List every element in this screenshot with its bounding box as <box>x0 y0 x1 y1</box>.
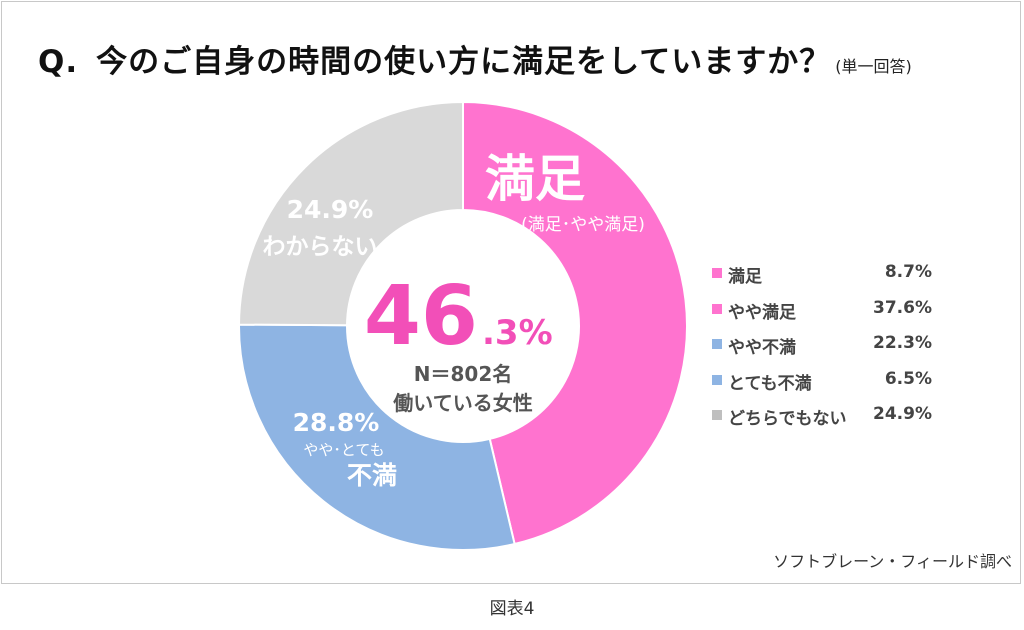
satisfied-heading: 満足 <box>485 150 585 208</box>
sample-size: N＝802名 <box>414 362 513 386</box>
dissatisfied-heading: 不満 <box>347 461 397 490</box>
neutral-heading: わからない <box>263 234 378 260</box>
legend-value: 37.6% <box>873 297 932 318</box>
satisfied-sub: (満足･やや満足) <box>521 215 645 235</box>
center-big-number: 46 <box>364 269 478 364</box>
dissatisfied-percent: 28.8% <box>293 408 380 437</box>
legend-swatch <box>712 303 722 314</box>
question-marker: Q. <box>38 44 79 80</box>
neutral-percent: 24.9% <box>287 195 374 224</box>
legend-label: やや満足 <box>728 302 796 323</box>
center-decimal: .3% <box>482 313 553 353</box>
legend-swatch <box>712 268 722 278</box>
slice-neutral <box>237 100 464 327</box>
legend-label: とても不満 <box>728 373 812 394</box>
donut-chart: 満足 (満足･やや満足) 24.9% わからない 28.8% やや･とても 不満… <box>237 100 688 551</box>
answer-type-note: (単一回答) <box>835 57 912 76</box>
legend-label: やや不満 <box>728 338 796 358</box>
legend-swatch <box>712 339 722 349</box>
legend-label: どちらでもない <box>728 409 847 429</box>
population-label: 働いている女性 <box>392 391 532 415</box>
source-note: ソフトブレーン・フィールド調べ <box>773 552 1012 571</box>
legend-value: 8.7% <box>884 262 932 282</box>
question-text: 今のご自身の時間の使い方に満足をしていますか？ <box>96 44 832 80</box>
legend-value: 22.3% <box>873 333 932 353</box>
figure-caption: 図表4 <box>489 599 535 619</box>
slice-satisfied <box>462 100 688 546</box>
legend-label: 満足 <box>728 267 762 287</box>
slice-dissatisfied <box>238 323 516 551</box>
legend-swatch <box>712 410 722 420</box>
legend-item: どちらでもない 24.9% <box>712 404 932 440</box>
legend-item: やや不満 22.3% <box>712 333 932 369</box>
legend: 満足 8.7% やや満足 37.6% やや不満 22.3% とても不満 6.5%… <box>712 262 932 440</box>
legend-item: とても不満 6.5% <box>712 369 932 405</box>
donut-slices <box>237 100 688 551</box>
dissatisfied-sub: やや･とても <box>303 441 384 459</box>
legend-item: やや満足 37.6% <box>712 298 932 334</box>
legend-value: 24.9% <box>873 404 932 424</box>
legend-item: 満足 8.7% <box>712 262 932 298</box>
legend-swatch <box>712 374 722 385</box>
chart-title: Q. 今のご自身の時間の使い方に満足をしていますか？ (単一回答) <box>38 36 998 86</box>
legend-value: 6.5% <box>884 368 932 389</box>
